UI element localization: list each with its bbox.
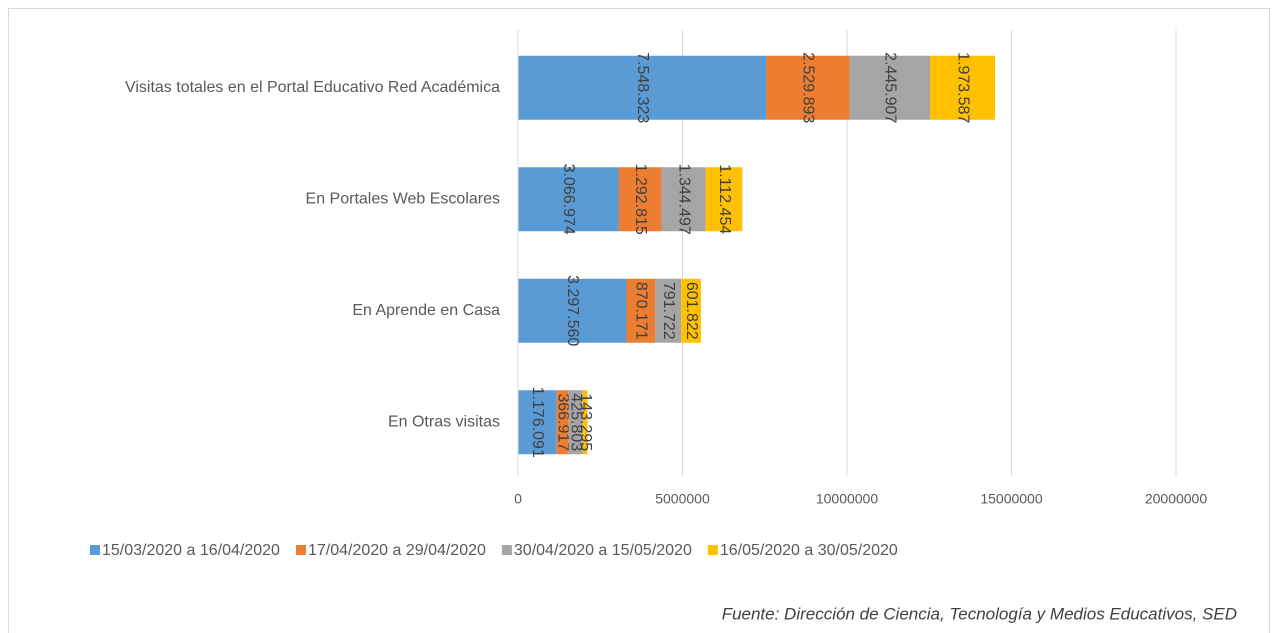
y-tick-label: En Otras visitas xyxy=(388,413,500,430)
bar-segment xyxy=(518,390,557,455)
data-label: 3.066.974 xyxy=(560,164,577,235)
data-label: 1.112.454 xyxy=(716,164,733,234)
y-tick-label: Visitas totales en el Portal Educativo R… xyxy=(125,79,500,96)
data-label: 870.171 xyxy=(633,282,650,340)
data-label: 2.445.907 xyxy=(882,52,899,123)
data-label: 1.344.497 xyxy=(675,164,692,235)
bar-segment xyxy=(518,55,767,120)
bar-segment xyxy=(930,55,995,120)
chart-frame xyxy=(8,8,1270,633)
legend-label: 16/05/2020 a 30/05/2020 xyxy=(720,542,898,559)
x-tick-label: 15000000 xyxy=(980,491,1043,507)
y-tick-label: En Aprende en Casa xyxy=(352,302,500,319)
y-tick-label: En Portales Web Escolares xyxy=(306,190,500,207)
x-tick-label: 5000000 xyxy=(655,491,710,507)
legend-label: 17/04/2020 a 29/04/2020 xyxy=(308,542,486,559)
data-label: 3.297.560 xyxy=(564,275,581,346)
bar-segment xyxy=(568,390,583,455)
bar-segment xyxy=(626,278,656,343)
data-label: 1.176.091 xyxy=(529,387,546,458)
data-label: 2.529.893 xyxy=(800,52,817,123)
data-label: 791.722 xyxy=(660,282,677,340)
legend-swatch xyxy=(295,545,306,555)
legend-swatch xyxy=(90,545,100,555)
data-label: 143.295 xyxy=(577,393,594,451)
data-label: 601.822 xyxy=(683,282,700,340)
x-tick-label: 10000000 xyxy=(816,491,879,507)
bar-segment xyxy=(618,167,662,232)
bar-segment xyxy=(556,390,569,455)
legend-label: 30/04/2020 a 15/05/2020 xyxy=(514,542,692,559)
bar-segment xyxy=(655,278,682,343)
bar-segment xyxy=(661,167,706,232)
bar-segment xyxy=(766,55,850,120)
bar-segment xyxy=(705,167,743,232)
data-label: 425.803 xyxy=(568,393,585,451)
bar-segment xyxy=(849,55,931,120)
data-label: 366.917 xyxy=(554,393,571,451)
legend-label: 15/03/2020 a 16/04/2020 xyxy=(102,542,280,559)
legend-swatch xyxy=(707,545,718,555)
legend-swatch xyxy=(501,545,512,555)
data-label: 7.548.323 xyxy=(634,52,651,123)
x-tick-label: 0 xyxy=(514,491,522,507)
source-note: Fuente: Dirección de Ciencia, Tecnología… xyxy=(722,604,1237,623)
bar-segment xyxy=(518,278,627,343)
bar-segment xyxy=(681,278,701,343)
x-tick-label: 20000000 xyxy=(1145,491,1208,507)
bar-segment xyxy=(582,390,588,455)
data-label: 1.973.587 xyxy=(954,52,971,123)
bar-segment xyxy=(518,167,619,232)
data-label: 1.292.815 xyxy=(632,164,649,235)
